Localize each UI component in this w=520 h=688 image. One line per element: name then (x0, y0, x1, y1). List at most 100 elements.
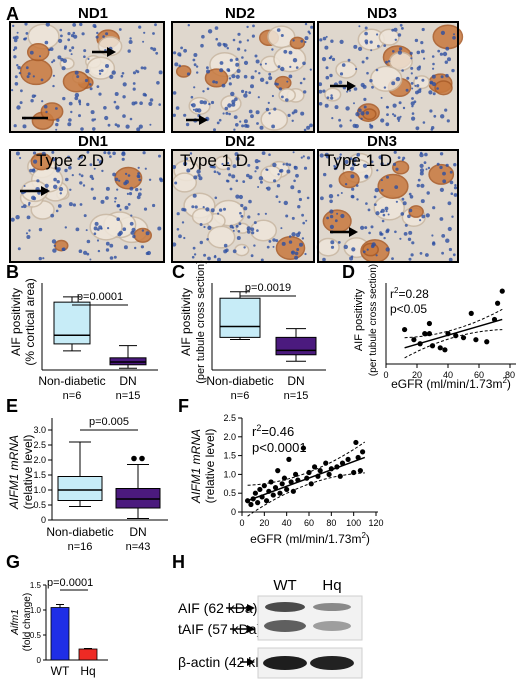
nucleus (268, 112, 271, 115)
nucleus (25, 66, 29, 70)
f-point (275, 468, 281, 474)
nucleus (217, 212, 220, 215)
nucleus (89, 163, 93, 167)
nucleus (265, 81, 269, 85)
nucleus (92, 196, 97, 200)
nucleus (416, 50, 421, 55)
d-point (417, 341, 423, 347)
nucleus (113, 255, 117, 259)
nucleus (281, 95, 284, 99)
nucleus (70, 53, 73, 56)
nucleus (16, 105, 21, 110)
nucleus (183, 236, 186, 240)
nucleus (369, 124, 374, 129)
nucleus (15, 215, 20, 220)
nucleus (56, 167, 61, 172)
nucleus (375, 211, 380, 216)
tubule (316, 237, 340, 257)
nucleus (303, 166, 308, 170)
nucleus (227, 103, 232, 108)
b-ylabel: AIF positivity (9, 288, 23, 356)
nucleus (80, 127, 84, 131)
nucleus (394, 185, 399, 190)
nucleus (248, 175, 253, 180)
nucleus (130, 214, 133, 217)
wb-label-aif: AIF (62 kDa) (178, 600, 257, 616)
nucleus (396, 116, 401, 121)
nucleus (224, 106, 229, 111)
nucleus (276, 28, 281, 32)
nucleus (410, 72, 413, 75)
nucleus (383, 236, 386, 240)
nucleus (192, 193, 197, 198)
nucleus (305, 219, 308, 222)
nucleus (148, 101, 153, 106)
f-point (277, 490, 283, 496)
nucleus (301, 213, 304, 217)
nucleus (203, 225, 206, 229)
nucleus (116, 124, 121, 128)
nucleus (235, 123, 239, 127)
g-ylabel2: (fold change) (22, 593, 33, 651)
f-point (351, 469, 357, 476)
f-ci-upper (247, 441, 366, 486)
f-stat-p: p<0.0001 (252, 440, 307, 455)
nucleus (121, 72, 125, 75)
nucleus (62, 58, 67, 63)
nucleus (248, 199, 252, 204)
nucleus (216, 171, 219, 174)
nucleus (261, 151, 266, 156)
f-point (293, 471, 299, 477)
nucleus (137, 166, 140, 169)
micrograph-title-nd3: ND3 (367, 5, 397, 22)
nucleus (408, 257, 412, 261)
nucleus (297, 205, 301, 209)
nucleus (78, 114, 81, 118)
f-ytick-label: 1.5 (223, 451, 236, 461)
nucleus (55, 107, 58, 110)
nucleus (126, 192, 129, 195)
nucleus (391, 81, 396, 86)
nucleus (232, 164, 237, 169)
nucleus (292, 58, 298, 63)
nucleus (174, 181, 178, 185)
nucleus (328, 194, 334, 199)
nucleus (137, 192, 142, 197)
nucleus (350, 255, 354, 258)
d-stat-r2: r2=0.28 (390, 286, 429, 301)
nucleus (247, 215, 251, 219)
nucleus (86, 102, 90, 107)
nucleus (250, 75, 255, 80)
nucleus (380, 179, 383, 182)
nucleus (157, 226, 162, 231)
nucleus (172, 165, 177, 169)
nucleus (376, 33, 379, 36)
g-significance: p=0.0001 (47, 577, 93, 589)
nucleus (288, 163, 292, 167)
f-point (317, 468, 323, 474)
nucleus (97, 249, 101, 253)
nucleus (427, 166, 431, 170)
d-ylabel: AIF positivity (353, 288, 365, 351)
wb-band-aif-hq (313, 603, 351, 611)
nucleus (50, 213, 55, 218)
nucleus (300, 156, 303, 159)
nucleus (206, 87, 210, 91)
nucleus (67, 122, 72, 127)
nucleus (235, 156, 240, 161)
nucleus (136, 195, 141, 200)
nucleus (150, 46, 154, 50)
nucleus (411, 116, 416, 121)
nucleus (12, 36, 16, 40)
f-plot: 0 20 40 60 80 100 120 0 0.5 1.0 1.5 2.0 2.5 (223, 413, 383, 528)
nucleus (266, 245, 270, 249)
nucleus (437, 49, 441, 53)
nucleus (432, 92, 436, 96)
nucleus (122, 82, 127, 87)
nucleus (44, 183, 49, 188)
nucleus (210, 100, 215, 105)
nucleus (143, 66, 147, 70)
nucleus (355, 112, 360, 117)
nucleus (111, 70, 116, 75)
